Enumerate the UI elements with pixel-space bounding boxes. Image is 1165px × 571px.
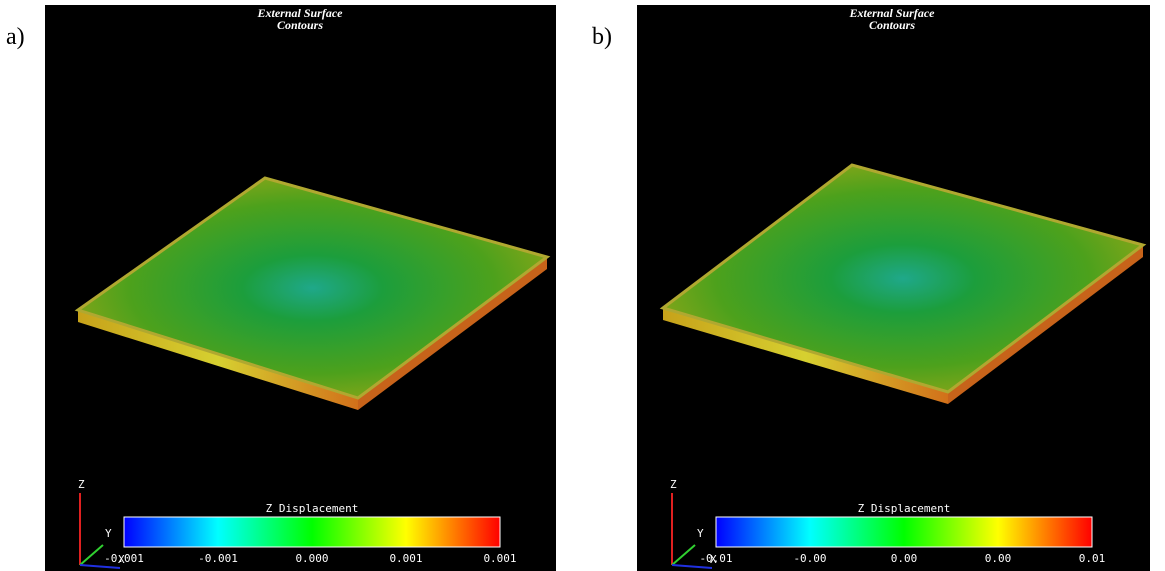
axis-label: Y [697, 527, 704, 540]
colorbar-tick-label: -0.00 [793, 552, 826, 565]
panel-label: a) [6, 24, 25, 51]
figure: a) b) External SurfaceContoursZ Displace… [0, 0, 1165, 571]
panel-title: Contours [869, 18, 915, 32]
plate-surface [663, 165, 1143, 392]
axis-y [672, 545, 695, 565]
panel-title: Contours [277, 18, 323, 32]
plate-surface [78, 178, 547, 398]
colorbar [716, 517, 1092, 547]
axis-x [672, 565, 712, 568]
colorbar-tick-label: 0.001 [389, 552, 422, 565]
colorbar-tick-label: -0.001 [198, 552, 238, 565]
axis-label: X [118, 553, 125, 566]
colorbar-tick-label: 0.01 [1079, 552, 1106, 565]
axis-label: Z [78, 478, 85, 491]
colorbar-title: Z Displacement [266, 502, 359, 515]
colorbar [124, 517, 500, 547]
axis-x [80, 565, 120, 568]
axis-label: Z [670, 478, 677, 491]
panel-label: b) [592, 24, 612, 51]
colorbar-tick-label: 0.001 [483, 552, 516, 565]
colorbar-tick-label: 0.00 [985, 552, 1012, 565]
axis-y [80, 545, 103, 565]
axis-label: X [710, 553, 717, 566]
axis-label: Y [105, 527, 112, 540]
colorbar-tick-label: 0.000 [295, 552, 328, 565]
colorbar-title: Z Displacement [858, 502, 951, 515]
colorbar-tick-label: 0.00 [891, 552, 918, 565]
